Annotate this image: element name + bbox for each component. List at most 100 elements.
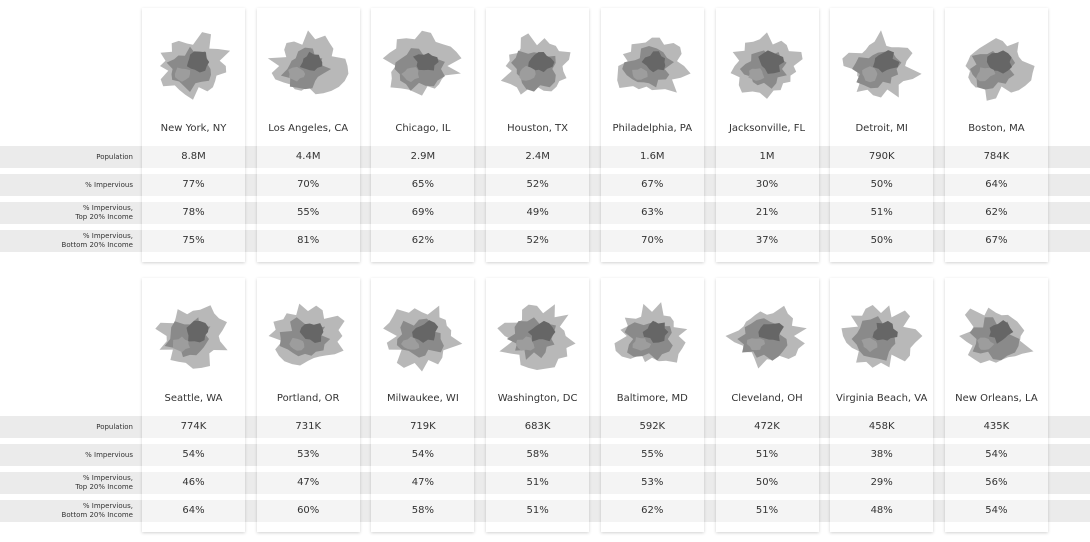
map-shape <box>527 320 556 342</box>
city-name: Boston, MA <box>968 123 1025 134</box>
cell-value: 731K <box>295 421 322 432</box>
row-label-line: Top 20% Income <box>75 213 133 221</box>
cell-value: 75% <box>182 235 205 246</box>
cell-value: 50% <box>870 179 893 190</box>
map-shape <box>975 67 996 82</box>
cell-value: 81% <box>297 235 320 246</box>
cell-value: 774K <box>180 421 207 432</box>
cell-value: 29% <box>870 477 893 488</box>
cell-value: 51% <box>526 505 549 516</box>
city-map <box>725 305 807 369</box>
city-map <box>267 30 349 95</box>
map-shape <box>515 336 535 351</box>
row-label-line: % Impervious <box>85 180 133 189</box>
row-label-line: % Impervious, <box>82 232 133 240</box>
row-band <box>0 444 1090 466</box>
map-shape <box>746 338 765 351</box>
cell-value: 47% <box>297 477 320 488</box>
cell-value: 50% <box>755 477 779 488</box>
cell-value: 64% <box>182 505 205 516</box>
city-map <box>614 302 688 363</box>
cell-value: 53% <box>297 449 320 460</box>
cell-value: 592K <box>639 421 666 432</box>
cell-value: 21% <box>755 207 779 218</box>
city-map <box>965 38 1035 101</box>
row-label-line: Bottom 20% Income <box>61 511 133 519</box>
map-shape <box>174 67 191 82</box>
cell-value: 48% <box>870 505 893 516</box>
row-band <box>0 500 1090 522</box>
city-map <box>500 33 571 95</box>
cell-value: 51% <box>526 477 549 488</box>
row-label-line: % Impervious, <box>82 474 133 482</box>
row-band <box>0 472 1090 494</box>
city-name: Washington, DC <box>497 393 578 404</box>
cell-value: 70% <box>297 179 320 190</box>
city-name: Seattle, WA <box>164 393 223 404</box>
row-label-line: % Impervious <box>85 450 133 459</box>
cell-value: 56% <box>985 477 1008 488</box>
city-name: Jacksonville, FL <box>728 123 806 134</box>
row-label-line: Top 20% Income <box>75 483 133 491</box>
row-label: Population <box>0 416 133 438</box>
row-band <box>0 174 1090 196</box>
map-shape <box>641 51 666 73</box>
cell-value: 50% <box>870 235 893 246</box>
row-label-line: % Impervious, <box>82 502 133 510</box>
cell-value: 63% <box>641 207 664 218</box>
cell-value: 67% <box>641 179 664 190</box>
map-shape <box>528 52 555 73</box>
map-shape <box>288 337 304 351</box>
cell-value: 51% <box>870 207 893 218</box>
cell-value: 2.4M <box>525 151 550 162</box>
city-map <box>842 30 922 98</box>
cell-value: 55% <box>297 207 320 218</box>
cell-value: 65% <box>411 179 434 190</box>
city-name: Portland, OR <box>276 393 340 404</box>
city-map <box>958 307 1034 364</box>
cell-value: 60% <box>297 505 320 516</box>
map-shape <box>632 337 651 351</box>
cell-value: 683K <box>524 421 551 432</box>
city-map <box>268 303 345 366</box>
row-band <box>0 416 1090 438</box>
city-map <box>497 304 576 370</box>
cell-value: 458K <box>868 421 895 432</box>
cell-value: 49% <box>526 207 549 218</box>
map-shape <box>986 50 1012 74</box>
cell-value: 78% <box>182 207 205 218</box>
map-shape <box>413 52 439 71</box>
cell-value: 472K <box>754 421 780 432</box>
city-name: Chicago, IL <box>395 123 451 134</box>
city-map <box>160 32 231 100</box>
row-label-line: Bottom 20% Income <box>61 241 133 249</box>
city-name: New Orleans, LA <box>955 393 1038 404</box>
cell-value: 38% <box>870 449 893 460</box>
city-map <box>616 37 691 93</box>
city-name: Milwaukee, WI <box>387 393 459 404</box>
map-shape <box>747 68 764 81</box>
cell-value: 70% <box>641 235 664 246</box>
cell-value: 62% <box>985 207 1008 218</box>
cell-value: 62% <box>641 505 664 516</box>
cell-value: 58% <box>411 505 434 516</box>
cell-value: 54% <box>985 505 1008 516</box>
city-name: Cleveland, OH <box>731 393 803 404</box>
map-shape <box>988 320 1014 344</box>
cell-value: 62% <box>411 235 434 246</box>
cell-value: 1M <box>759 151 775 162</box>
cell-value: 51% <box>755 449 779 460</box>
row-label: % Impervious, Bottom 20% Income <box>0 230 133 252</box>
city-name: Virginia Beach, VA <box>836 393 928 404</box>
row-label: % Impervious <box>0 174 133 196</box>
cell-value: 54% <box>985 449 1008 460</box>
city-name: Los Angeles, CA <box>268 123 349 134</box>
cell-value: 2.9M <box>410 151 436 162</box>
cell-value: 52% <box>526 179 549 190</box>
city-map <box>730 32 803 99</box>
cell-value: 54% <box>182 449 205 460</box>
cell-value: 52% <box>526 235 549 246</box>
row-label: % Impervious, Top 20% Income <box>0 472 133 494</box>
cell-value: 54% <box>411 449 434 460</box>
city-map <box>383 30 462 96</box>
